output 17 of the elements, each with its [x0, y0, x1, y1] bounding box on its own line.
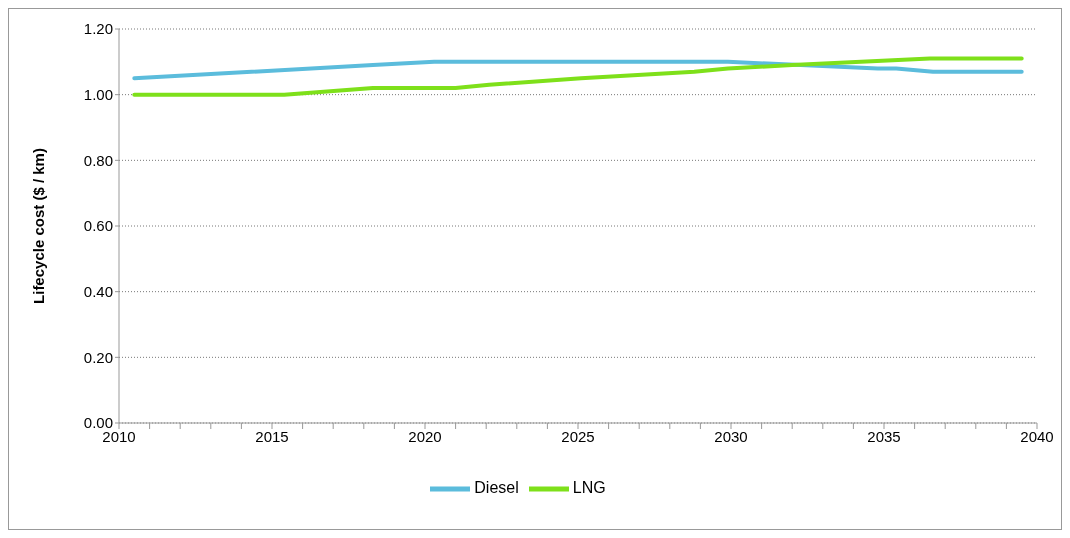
x-tick-label: 2015: [255, 427, 289, 445]
line-series: [132, 56, 1024, 97]
legend-label: LNG: [572, 479, 606, 497]
x-tick-label: 2020: [408, 427, 442, 445]
x-tick-label: 2035: [867, 427, 901, 445]
x-tick-label: 2025: [561, 427, 595, 445]
x-tick-label: 2030: [714, 427, 748, 445]
line-series: [132, 59, 1024, 81]
y-tick-label: 0.80: [83, 151, 113, 169]
y-tick-label: 1.20: [83, 20, 113, 38]
x-tick-label: 2040: [1020, 427, 1054, 445]
y-tick-label: 0.60: [83, 217, 113, 235]
y-tick-label: 1.00: [83, 85, 113, 103]
y-axis-title: Lifecycle cost ($ / km): [30, 148, 48, 304]
y-tick-label: 0.40: [83, 282, 113, 300]
y-tick-label: 0.20: [83, 348, 113, 366]
legend-label: Diesel: [474, 479, 519, 497]
